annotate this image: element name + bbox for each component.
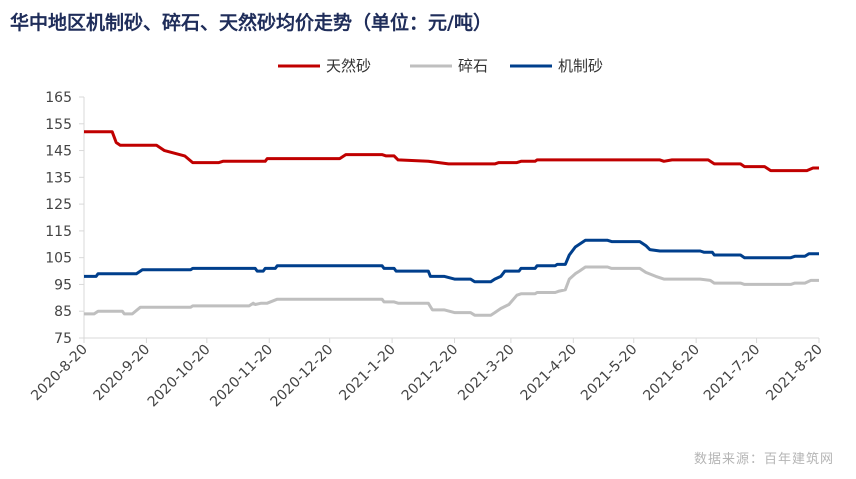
x-tick-label: 2021-7-20: [701, 342, 764, 405]
y-tick-label: 95: [54, 277, 72, 293]
chart-title: 华中地区机制砂、碎石、天然砂均价走势（单位：元/吨）: [10, 12, 492, 34]
legend-label-2: 机制砂: [558, 57, 603, 75]
x-tick-label: 2020-12-20: [268, 342, 337, 411]
x-tick-label: 2021-6-20: [640, 342, 703, 405]
x-tick-label: 2020-10-20: [145, 342, 214, 411]
y-tick-label: 105: [45, 251, 72, 267]
x-tick-label: 2021-5-20: [578, 342, 641, 405]
source-note: 数据来源：百年建筑网: [693, 452, 834, 467]
x-tick-label: 2021-3-20: [455, 342, 518, 405]
y-tick-label: 145: [45, 144, 72, 160]
y-tick-label: 155: [45, 117, 72, 133]
x-tick-label: 2020-9-20: [91, 342, 154, 405]
x-tick-label: 2021-1-20: [336, 342, 399, 405]
legend-label-0: 天然砂: [326, 57, 371, 75]
x-tick-label: 2021-8-20: [763, 342, 826, 405]
x-tick-label: 2020-11-20: [207, 342, 276, 411]
x-tick-label: 2020-8-20: [28, 342, 91, 405]
y-tick-label: 115: [45, 224, 72, 240]
y-tick-label: 165: [45, 90, 72, 106]
y-tick-label: 85: [54, 304, 72, 320]
y-tick-label: 125: [45, 197, 72, 213]
series-line-2: [84, 238, 819, 284]
x-tick-label: 2021-2-20: [399, 342, 462, 405]
y-tick-label: 135: [45, 170, 72, 186]
y-tick-label: 75: [54, 331, 72, 347]
x-tick-label: 2021-4-20: [518, 342, 581, 405]
series-line-0: [84, 130, 819, 173]
legend-label-1: 碎石: [458, 57, 488, 75]
series-line-1: [84, 265, 819, 317]
